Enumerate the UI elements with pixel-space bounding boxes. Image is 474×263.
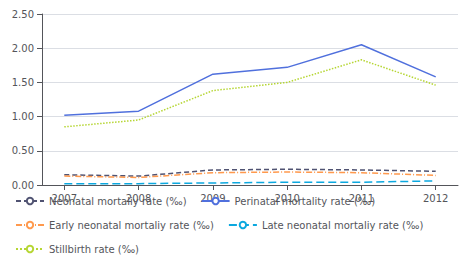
svg-text:Perinatal mortality rate (‰): Perinatal mortality rate (‰) (235, 196, 376, 207)
svg-text:Early neonatal mortaliy rate (: Early neonatal mortaliy rate (‰) (49, 220, 214, 231)
svg-text:2009: 2009 (200, 192, 226, 204)
svg-text:1.00: 1.00 (12, 111, 34, 122)
svg-text:0.00: 0.00 (12, 180, 34, 191)
svg-text:0.50: 0.50 (12, 145, 34, 156)
svg-text:Late neonatal mortaliy rate (‰: Late neonatal mortaliy rate (‰) (262, 220, 424, 231)
svg-text:2.50: 2.50 (12, 9, 34, 20)
svg-text:1.50: 1.50 (12, 77, 34, 88)
svg-text:2012: 2012 (423, 193, 448, 204)
svg-text:Neonatal mortaliy rate (‰): Neonatal mortaliy rate (‰) (49, 196, 187, 207)
svg-text:2.00: 2.00 (12, 43, 34, 54)
svg-text:Stillbirth rate (‰): Stillbirth rate (‰) (49, 244, 139, 255)
